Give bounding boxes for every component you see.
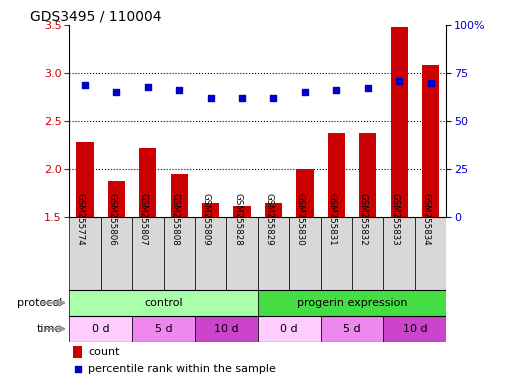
Text: percentile rank within the sample: percentile rank within the sample xyxy=(88,364,276,374)
Text: count: count xyxy=(88,347,120,357)
Bar xyxy=(73,346,83,358)
Bar xyxy=(289,217,321,290)
Bar xyxy=(258,217,289,290)
Bar xyxy=(383,217,415,290)
Point xyxy=(207,95,215,101)
Bar xyxy=(139,148,156,217)
Text: protocol: protocol xyxy=(17,298,62,308)
Bar xyxy=(383,316,446,342)
Point xyxy=(269,95,278,101)
Text: GSM255832: GSM255832 xyxy=(359,193,368,246)
Text: GSM255774: GSM255774 xyxy=(76,193,85,246)
Bar xyxy=(390,27,408,217)
Bar xyxy=(258,290,446,316)
Point xyxy=(426,79,435,86)
Point xyxy=(301,89,309,95)
Bar xyxy=(415,217,446,290)
Text: GSM255806: GSM255806 xyxy=(107,193,116,246)
Text: GDS3495 / 110004: GDS3495 / 110004 xyxy=(30,10,161,24)
Point xyxy=(112,89,121,95)
Bar xyxy=(164,217,195,290)
Text: 0 d: 0 d xyxy=(281,324,298,334)
Bar xyxy=(321,217,352,290)
Bar xyxy=(76,142,93,217)
Bar xyxy=(69,217,101,290)
Text: GSM255831: GSM255831 xyxy=(327,193,337,246)
Text: GSM255834: GSM255834 xyxy=(422,193,430,246)
Text: GSM255808: GSM255808 xyxy=(170,193,179,246)
Text: GSM255830: GSM255830 xyxy=(296,193,305,246)
Bar xyxy=(321,316,383,342)
Bar xyxy=(171,174,188,217)
Point xyxy=(74,366,82,372)
Point xyxy=(175,87,183,93)
Bar xyxy=(226,217,258,290)
Bar xyxy=(352,217,383,290)
Bar xyxy=(195,316,258,342)
Text: 10 d: 10 d xyxy=(214,324,239,334)
Text: GSM255828: GSM255828 xyxy=(233,193,242,246)
Text: GSM255833: GSM255833 xyxy=(390,193,399,246)
Bar xyxy=(233,206,251,217)
Bar xyxy=(258,316,321,342)
Text: time: time xyxy=(37,324,62,334)
Bar xyxy=(132,316,195,342)
Bar xyxy=(265,203,282,217)
Bar xyxy=(132,217,164,290)
Text: 10 d: 10 d xyxy=(403,324,427,334)
Bar xyxy=(69,316,132,342)
Point xyxy=(395,78,403,84)
Text: 5 d: 5 d xyxy=(155,324,172,334)
Text: progerin expression: progerin expression xyxy=(297,298,407,308)
Point xyxy=(144,83,152,89)
Bar xyxy=(108,181,125,217)
Bar xyxy=(202,203,219,217)
Point xyxy=(81,81,89,88)
Bar xyxy=(101,217,132,290)
Bar xyxy=(359,133,377,217)
Text: 0 d: 0 d xyxy=(92,324,109,334)
Bar xyxy=(422,65,439,217)
Text: 5 d: 5 d xyxy=(343,324,361,334)
Text: control: control xyxy=(144,298,183,308)
Point xyxy=(364,85,372,91)
Bar xyxy=(328,133,345,217)
Point xyxy=(238,95,246,101)
Bar xyxy=(195,217,226,290)
Text: GSM255809: GSM255809 xyxy=(202,193,211,246)
Text: GSM255807: GSM255807 xyxy=(139,193,148,246)
Point xyxy=(332,87,341,93)
Bar xyxy=(69,290,258,316)
Text: GSM255829: GSM255829 xyxy=(265,193,273,246)
Bar xyxy=(297,169,313,217)
